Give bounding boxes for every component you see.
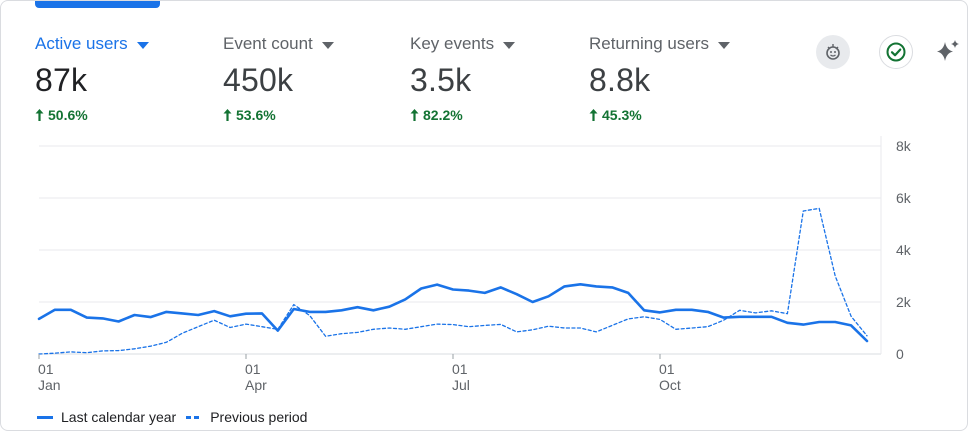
x-tick-month: Apr bbox=[245, 377, 267, 393]
series-line-last-year[interactable] bbox=[37, 283, 869, 343]
x-tick-day: 01 bbox=[38, 361, 54, 377]
ai-insights-button[interactable] bbox=[931, 35, 965, 69]
metric-value: 8.8k bbox=[589, 62, 651, 98]
metric-label: Returning users bbox=[589, 34, 710, 53]
metric-returning-users[interactable]: Returning users 8.8k 45.3% bbox=[589, 33, 731, 123]
x-tick-day: 01 bbox=[245, 361, 261, 377]
y-tick-label: 8k bbox=[896, 138, 912, 154]
check-status-button[interactable] bbox=[879, 35, 913, 69]
x-tick-month: Oct bbox=[659, 377, 681, 393]
arrow-up-icon bbox=[410, 109, 419, 121]
caret-down-icon[interactable] bbox=[503, 41, 516, 49]
y-tick-label: 4k bbox=[896, 242, 912, 258]
metric-change-value: 50.6% bbox=[48, 107, 88, 123]
metric-label: Active users bbox=[35, 34, 128, 53]
x-tick-day: 01 bbox=[659, 361, 675, 377]
y-tick-label: 0 bbox=[896, 346, 904, 362]
metric-change: 82.2% bbox=[410, 107, 515, 123]
metric-value: 3.5k bbox=[410, 62, 472, 98]
dashed-line-swatch bbox=[186, 415, 203, 419]
sparkle-icon bbox=[937, 40, 959, 61]
arrow-up-icon bbox=[35, 109, 44, 121]
metric-change-value: 45.3% bbox=[602, 107, 642, 123]
metric-event-count[interactable]: Event count 450k 53.6% bbox=[223, 33, 334, 123]
metric-change-value: 53.6% bbox=[236, 107, 276, 123]
legend-label: Last calendar year bbox=[61, 409, 177, 425]
caret-down-icon[interactable] bbox=[321, 41, 334, 49]
legend-label: Previous period bbox=[210, 409, 308, 425]
x-tick-day: 01 bbox=[452, 361, 468, 377]
legend-item-last-year[interactable]: Last calendar year bbox=[37, 409, 176, 425]
metric-change-value: 82.2% bbox=[423, 107, 463, 123]
active-tab-indicator bbox=[35, 1, 160, 8]
metric-label: Key events bbox=[410, 34, 495, 53]
metric-active-users[interactable]: Active users 87k 50.6% bbox=[35, 33, 149, 123]
metric-value: 87k bbox=[35, 62, 88, 98]
insights-badge-button[interactable] bbox=[816, 35, 850, 69]
arrow-up-icon bbox=[223, 109, 232, 121]
metric-key-events[interactable]: Key events 3.5k 82.2% bbox=[410, 33, 516, 123]
check-circle-icon bbox=[886, 42, 906, 62]
metric-label: Event count bbox=[223, 34, 313, 53]
chart-legend: Last calendar year Previous period bbox=[37, 409, 317, 425]
caret-down-icon[interactable] bbox=[718, 41, 731, 49]
y-tick-label: 2k bbox=[896, 294, 912, 310]
x-tick-month: Jan bbox=[38, 377, 61, 393]
solid-line-swatch bbox=[37, 415, 53, 419]
caret-down-icon[interactable] bbox=[136, 41, 149, 49]
legend-item-previous-period[interactable]: Previous period bbox=[186, 409, 307, 425]
y-tick-label: 6k bbox=[896, 190, 912, 206]
insights-badge-icon bbox=[826, 44, 840, 60]
metric-change: 53.6% bbox=[223, 107, 334, 123]
metric-change: 50.6% bbox=[35, 107, 149, 123]
metric-change: 45.3% bbox=[589, 107, 730, 123]
metric-value: 450k bbox=[223, 62, 294, 98]
arrow-up-icon bbox=[589, 109, 598, 121]
x-tick-month: Jul bbox=[452, 377, 470, 393]
series-line-previous-period[interactable] bbox=[38, 207, 868, 355]
